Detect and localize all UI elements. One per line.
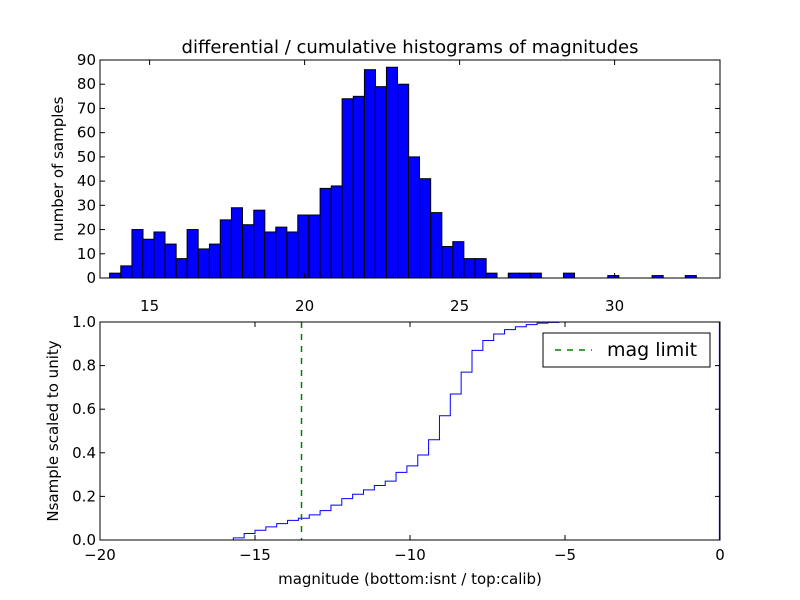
histogram-bar	[363, 69, 376, 279]
histogram-bar	[341, 98, 354, 279]
cumulative-xtick-label: −10	[394, 546, 426, 564]
cumulative-xtick-label: −5	[554, 546, 576, 564]
cumulative-ytick-label: 0.8	[72, 357, 96, 375]
legend-label: mag limit	[607, 339, 697, 361]
histogram-xtick-label: 25	[450, 297, 469, 315]
histogram-ytick-label: 60	[77, 124, 96, 142]
histogram-bar	[319, 187, 332, 279]
cumulative-ticks: −20 −15 −10 −5 0 0.0 0.2 0.4 0.6 0.8 1.0	[72, 313, 725, 564]
cumulative-plot	[100, 321, 720, 541]
histogram-ticks: 15 20 25 30 0 10 20 30 40 50 60 70 80 90	[77, 51, 720, 315]
histogram-bar	[529, 272, 542, 279]
histogram-xtick-label: 15	[140, 297, 159, 315]
cumulative-xtick-label: 0	[715, 546, 725, 564]
histogram-bar	[507, 272, 520, 279]
histogram-ytick-label: 50	[77, 148, 96, 166]
histogram-bar	[242, 224, 255, 279]
cumulative-ytick-label: 0.6	[72, 400, 96, 418]
histogram-bar	[197, 248, 210, 279]
histogram-bar	[330, 185, 343, 279]
histogram-bar	[308, 214, 321, 279]
histogram-bar	[374, 86, 387, 279]
histogram-bar	[419, 178, 432, 279]
histogram-ytick-label: 70	[77, 99, 96, 117]
cumulative-ytick-label: 0.0	[72, 531, 96, 549]
legend: mag limit	[542, 332, 711, 368]
histogram-bar	[441, 246, 454, 279]
histogram-bar	[208, 243, 221, 279]
histogram-ytick-label: 80	[77, 75, 96, 93]
cumulative-ytick-label: 1.0	[72, 313, 96, 331]
cumulative-xlabel: magnitude (bottom:isnt / top:calib)	[278, 570, 542, 588]
histogram-bar	[120, 265, 133, 279]
histogram-bar	[385, 66, 399, 279]
histogram-ytick-label: 20	[77, 221, 96, 239]
histogram-bar	[275, 226, 288, 279]
histogram-bar	[430, 212, 443, 279]
histogram-bar	[142, 238, 155, 279]
cumulative-ytick-label: 0.2	[72, 487, 96, 505]
histogram-xtick-label: 30	[605, 297, 624, 315]
histogram-bar	[153, 231, 166, 279]
histogram-bar	[562, 272, 576, 279]
histogram-bar	[230, 207, 244, 279]
histogram-ylabel: number of samples	[49, 96, 67, 241]
cumulative-ytick-label: 0.4	[72, 444, 96, 462]
histogram-bar	[397, 83, 410, 279]
cumulative-xtick-label: −20	[84, 546, 116, 564]
histogram-bar	[452, 241, 465, 279]
histogram-ytick-label: 30	[77, 196, 96, 214]
histogram-frame	[99, 59, 721, 279]
histogram-bar	[352, 95, 365, 279]
cumulative-ylabel: Nsample scaled to unity	[44, 340, 62, 521]
histogram-bar	[407, 156, 421, 279]
histogram-bar	[297, 214, 310, 279]
histogram-ytick-label: 0	[86, 269, 96, 287]
histogram-bar	[109, 272, 122, 279]
figure-title: differential / cumulative histograms of …	[182, 37, 639, 58]
cumulative-step-line	[100, 321, 720, 541]
histogram-bar	[164, 243, 177, 279]
histogram-bar	[186, 229, 199, 279]
histogram-bar	[518, 272, 531, 279]
histogram-bar	[253, 209, 266, 279]
histogram-ytick-label: 10	[77, 245, 96, 263]
histogram-bar	[219, 219, 232, 279]
histogram-bar	[286, 231, 299, 279]
histogram-bars	[109, 66, 697, 279]
histogram-bar	[474, 258, 487, 279]
histogram-bar	[264, 231, 277, 279]
histogram-bar	[175, 258, 188, 279]
histogram-bar	[485, 272, 498, 279]
histogram-bar	[463, 258, 476, 279]
cumulative-xtick-label: −15	[239, 546, 271, 564]
histogram-ytick-label: 40	[77, 172, 96, 190]
histogram-ytick-label: 90	[77, 51, 96, 69]
histogram-bar	[131, 229, 144, 279]
histogram-xtick-label: 20	[295, 297, 314, 315]
